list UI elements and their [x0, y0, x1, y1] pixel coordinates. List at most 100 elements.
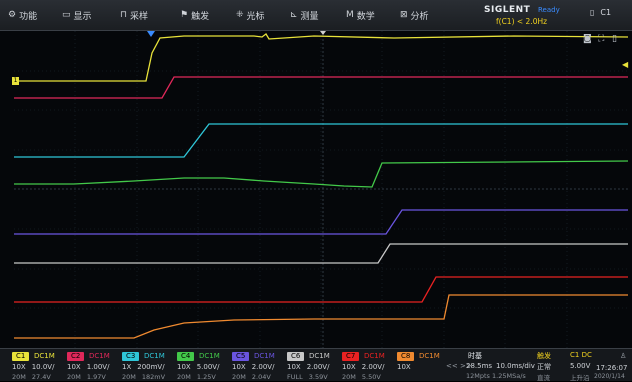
- channel-scale: 10.0V/: [31, 363, 55, 371]
- fullscreen-icon[interactable]: ⛶: [598, 34, 605, 44]
- menu-analysis[interactable]: ⊠ 分析: [400, 10, 429, 22]
- channel-tag: C4: [177, 352, 195, 361]
- channel-coupling: DC1M: [254, 352, 275, 360]
- timebase-delay: 28.5ms: [466, 362, 493, 370]
- channel-offset: 182mV: [141, 373, 166, 381]
- cursor-icon: ⁜: [236, 10, 244, 20]
- channel-scale: 1.00V/: [86, 363, 110, 371]
- channel-bw-offset: 20M 182mV: [122, 373, 165, 381]
- channel-tag: C7: [342, 352, 360, 361]
- run-state: Ready: [538, 6, 560, 14]
- channel-block-c1[interactable]: C1 DC1M 10X 10.0V/20M 27.4V: [12, 351, 65, 381]
- channel-tag: C2: [67, 352, 85, 361]
- trace-c7: [14, 276, 628, 303]
- trace-c5: [14, 209, 628, 235]
- camera-icon[interactable]: ◙: [583, 34, 592, 44]
- channel-coupling: DC1M: [419, 352, 440, 360]
- channel-offset: 5.50V: [361, 373, 381, 381]
- trace-c2: [14, 76, 628, 99]
- channel-tag: C1: [12, 352, 30, 361]
- channel-block-c6[interactable]: C6 DC1M 10X 2.00V/FULL 3.59V: [287, 351, 340, 381]
- channel-block-c3[interactable]: C3 DC1M 1X 200mV/20M 182mV: [122, 351, 175, 381]
- center-marker: [320, 31, 326, 35]
- channel-bandwidth: FULL: [287, 373, 303, 381]
- c1-offset-marker[interactable]: 1: [12, 77, 19, 85]
- channel-bandwidth: 20M: [67, 373, 81, 381]
- channel-bandwidth: 20M: [12, 373, 26, 381]
- menu-function[interactable]: ⚙ 功能: [8, 10, 38, 22]
- channel-probe: 10X: [342, 363, 356, 371]
- trace-c8: [14, 294, 628, 339]
- waveform-display[interactable]: [14, 31, 628, 348]
- trigger-position-marker[interactable]: [147, 31, 155, 37]
- channel-offset: 1.25V: [196, 373, 216, 381]
- trash-icon[interactable]: ▯: [612, 34, 617, 44]
- channel-selector[interactable]: ▯ C1: [590, 8, 612, 17]
- channel-probe-scale: 10X 10.0V/: [12, 363, 54, 371]
- channel-probe: 10X: [177, 363, 191, 371]
- menu-display[interactable]: ▭ 显示: [62, 10, 92, 22]
- trace-c1: [14, 33, 628, 82]
- sample-info: 12Mpts 1.25MSa/s: [466, 372, 526, 380]
- timebase-label[interactable]: 时基: [468, 352, 482, 360]
- channel-block-c7[interactable]: C7 DC1M 10X 2.00V/20M 5.50V: [342, 351, 395, 381]
- timebase-arrows[interactable]: << >>: [446, 362, 472, 370]
- channel-block-c4[interactable]: C4 DC1M 10X 5.00V/20M 1.25V: [177, 351, 230, 381]
- channel-probe: 10X: [232, 363, 246, 371]
- channel-block-c5[interactable]: C5 DC1M 10X 2.00V/20M 2.04V: [232, 351, 285, 381]
- channel-bandwidth: 20M: [177, 373, 191, 381]
- trigger-summary: f(C1) < 2.0Hz: [496, 17, 548, 26]
- channel-scale: 2.00V/: [306, 363, 330, 371]
- channel-coupling: DC1M: [199, 352, 220, 360]
- trace-c3: [14, 123, 628, 158]
- channel-coupling: DC1M: [309, 352, 330, 360]
- status-bar: C1 DC1M 10X 10.0V/20M 27.4V C2 DC1M 10X 1.00V/20…: [0, 348, 632, 382]
- menu-cursor[interactable]: ⁜ 光标: [236, 10, 265, 22]
- menu-measure[interactable]: ⊾ 测量: [290, 10, 319, 22]
- channel-bw-offset: 20M 1.25V: [177, 373, 216, 381]
- channel-bw-offset: 20M 27.4V: [12, 373, 51, 381]
- trigger-slope: 上升沿: [570, 374, 590, 382]
- channel-scale: 2.00V/: [361, 363, 385, 371]
- channel-tag: C8: [397, 352, 415, 361]
- channel-probe-scale: 10X: [397, 363, 417, 371]
- menu-trigger[interactable]: ⚑ 触发: [180, 10, 210, 22]
- channel-bandwidth: 20M: [122, 373, 136, 381]
- brand-logo: SIGLENT: [484, 5, 531, 15]
- trigger-label[interactable]: 触发: [537, 352, 551, 360]
- trigger-level-marker[interactable]: ◀: [622, 60, 629, 69]
- channel-coupling: DC1M: [144, 352, 165, 360]
- channel-probe: 10X: [397, 363, 411, 371]
- channel-coupling: DC1M: [34, 352, 55, 360]
- channel-block-c8[interactable]: C8 DC1M 10X: [397, 351, 450, 381]
- trigger-coupling: 直流: [537, 374, 550, 382]
- channel-offset: 3.59V: [308, 373, 328, 381]
- channel-block-c2[interactable]: C2 DC1M 10X 1.00V/20M 1.97V: [67, 351, 120, 381]
- menu-bar: ⚙ 功能 ▭ 显示 ⊓ 采样 ⚑ 触发 ⁜ 光标 ⊾ 测量 M 数学 ⊠ 分析 SIGLENT …: [0, 0, 632, 31]
- menu-acquire[interactable]: ⊓ 采样: [120, 10, 149, 22]
- user-icon[interactable]: ♙: [620, 352, 627, 360]
- trigger-source: C1 DC: [570, 351, 592, 359]
- channel-bw-offset: FULL 3.59V: [287, 373, 328, 381]
- channel-offset: 1.97V: [86, 373, 106, 381]
- waveform-svg: [14, 31, 628, 348]
- gear-icon: ⚙: [8, 10, 17, 20]
- display-icon: ▭: [62, 10, 71, 20]
- channel-coupling: DC1M: [89, 352, 110, 360]
- flag-icon: ⚑: [180, 10, 189, 20]
- channel-probe-scale: 1X 200mV/: [122, 363, 165, 371]
- channel-probe-scale: 10X 2.00V/: [287, 363, 329, 371]
- channel-bw-offset: 20M 2.04V: [232, 373, 271, 381]
- channel-scale: 200mV/: [137, 363, 165, 371]
- timebase-scale: 10.0ms/div: [496, 362, 535, 370]
- channel-tag: C5: [232, 352, 250, 361]
- menu-math[interactable]: M 数学: [346, 10, 375, 22]
- trace-c6: [14, 243, 628, 264]
- acquire-icon: ⊓: [120, 10, 128, 20]
- channel-probe: 10X: [67, 363, 81, 371]
- measure-icon: ⊾: [290, 10, 298, 20]
- channel-offset: 27.4V: [31, 373, 51, 381]
- channel-bandwidth: 20M: [342, 373, 356, 381]
- channel-bandwidth: 20M: [232, 373, 246, 381]
- channel-probe-scale: 10X 2.00V/: [342, 363, 384, 371]
